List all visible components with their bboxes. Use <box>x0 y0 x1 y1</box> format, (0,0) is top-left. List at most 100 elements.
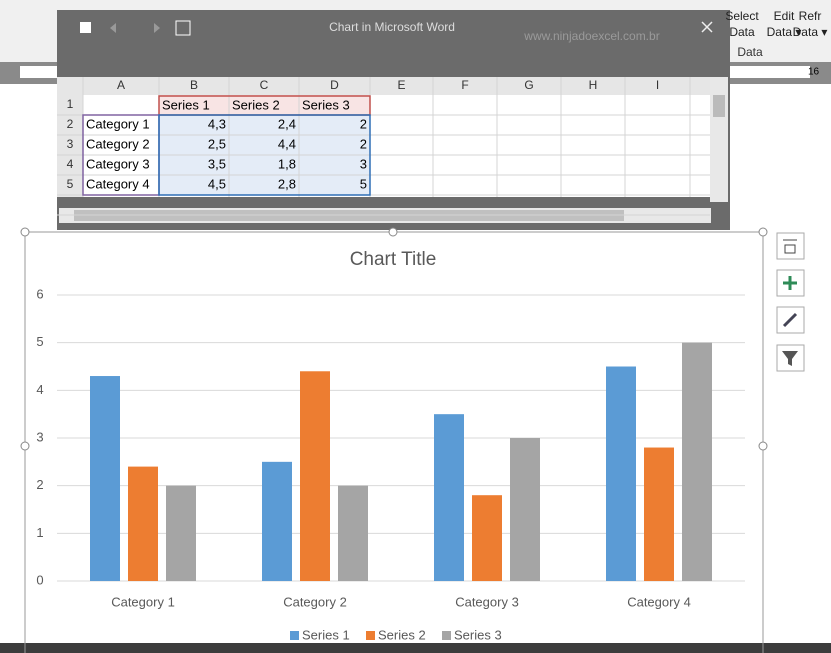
y-tick-label: 0 <box>36 572 43 587</box>
legend-label: Series 1 <box>302 627 350 642</box>
close-icon[interactable] <box>701 21 713 33</box>
sheet-cell: 3,5 <box>208 156 226 171</box>
sheet-cell: 4,3 <box>208 116 226 131</box>
undo-icon[interactable] <box>110 23 116 33</box>
sheet-cell: 2,5 <box>208 136 226 151</box>
legend-swatch <box>290 631 299 640</box>
sheet-cell: Series 2 <box>232 97 280 112</box>
ribbon-button-label[interactable]: Edit <box>774 9 795 23</box>
chart-side-buttons <box>776 232 805 372</box>
column-header: G <box>524 78 533 92</box>
y-tick-label: 2 <box>36 477 43 492</box>
sheet-cell: 5 <box>360 176 367 191</box>
legend-swatch <box>442 631 451 640</box>
ribbon-buttons: Select Data Edit Data ▾ Refr Data ▾ <box>725 9 827 39</box>
sheet-cell: Category 2 <box>86 136 150 151</box>
bar <box>166 485 196 581</box>
sheet-cell: Series 1 <box>162 97 210 112</box>
column-header: C <box>260 78 269 92</box>
column-header: E <box>397 78 405 92</box>
brush-icon <box>782 312 798 328</box>
bar <box>434 414 464 581</box>
column-header: A <box>117 78 125 92</box>
y-tick-label: 6 <box>36 286 43 301</box>
plus-icon <box>783 276 797 290</box>
bar <box>472 495 502 581</box>
x-tick-label: Category 3 <box>455 594 519 609</box>
y-tick-label: 4 <box>36 382 43 397</box>
sheet-cell: Category 3 <box>86 156 150 171</box>
legend-label: Series 2 <box>378 627 426 642</box>
row-header: 1 <box>67 97 74 111</box>
layout-icon <box>783 239 797 254</box>
bar <box>510 438 540 581</box>
ribbon-group-label: Data <box>737 45 763 59</box>
sheet-cell: Series 3 <box>302 97 350 112</box>
bar <box>682 342 712 581</box>
row-header: 5 <box>67 177 74 191</box>
window-title: Chart in Microsoft Word <box>329 20 455 34</box>
save-icon[interactable] <box>80 22 91 33</box>
legend-label: Series 3 <box>454 627 502 642</box>
ribbon-button-label[interactable]: Refr <box>799 9 822 23</box>
bar <box>644 447 674 581</box>
y-tick-label: 5 <box>36 334 43 349</box>
ribbon-button-label[interactable]: Data ▾ <box>767 25 802 39</box>
handle[interactable] <box>388 227 398 237</box>
y-tick-label: 1 <box>36 525 43 540</box>
sheet-cell: Category 1 <box>86 116 150 131</box>
sheet-cell: 1,8 <box>278 156 296 171</box>
bar <box>338 485 368 581</box>
sheet-cell: 2,8 <box>278 176 296 191</box>
layout-options-button[interactable] <box>776 232 805 260</box>
y-tick-label: 3 <box>36 429 43 444</box>
x-tick-label: Category 1 <box>111 594 175 609</box>
scroll-thumb[interactable] <box>713 95 725 117</box>
ribbon-button-label[interactable]: Data ▾ <box>793 25 828 39</box>
sheet-cell: 3 <box>360 156 367 171</box>
sheet-cell: 4,4 <box>278 136 296 151</box>
sheet-cell: 4,5 <box>208 176 226 191</box>
bar <box>300 371 330 581</box>
watermark: www.ninjadoexcel.com.br <box>523 29 659 43</box>
column-header: D <box>330 78 339 92</box>
chart-title: Chart Title <box>350 249 437 270</box>
sheet-cell: 2 <box>360 116 367 131</box>
handle[interactable] <box>20 441 30 451</box>
sheet-cell: Category 4 <box>86 176 150 191</box>
range-border <box>158 114 371 196</box>
plot: 0 1 2 3 4 5 6 Category 1 Category 2 Category 3 Cat… <box>36 286 745 642</box>
row-header-bar <box>57 95 83 197</box>
x-tick-label: Category 4 <box>627 594 691 609</box>
column-header: H <box>589 78 598 92</box>
handle[interactable] <box>758 227 768 237</box>
sheet-toolbar <box>57 48 730 77</box>
column-header: F <box>461 78 468 92</box>
redo-icon[interactable] <box>154 23 160 33</box>
ribbon-button-label[interactable]: Select <box>725 9 759 23</box>
legend-swatch <box>366 631 375 640</box>
header-range <box>159 95 370 115</box>
bar <box>606 366 636 581</box>
column-header-bar <box>57 77 710 95</box>
status-bar <box>0 643 831 653</box>
x-tick-label: Category 2 <box>283 594 347 609</box>
ribbon-button-label[interactable]: Data <box>729 25 755 39</box>
row-header: 3 <box>67 137 74 151</box>
edit-in-excel-icon[interactable] <box>175 20 191 36</box>
sheet-cell: 2 <box>360 136 367 151</box>
chart-handles <box>20 227 768 451</box>
column-header: B <box>190 78 198 92</box>
bar <box>90 376 120 581</box>
handle[interactable] <box>758 441 768 451</box>
bar <box>262 461 292 581</box>
bar <box>128 466 158 581</box>
row-header: 2 <box>67 117 74 131</box>
column-header: I <box>656 78 659 92</box>
row-header: 4 <box>67 157 74 171</box>
filter-icon <box>782 351 798 366</box>
handle[interactable] <box>20 227 30 237</box>
sheet-cells: A B C D E F G H I 1 2 3 4 5 Series 1 Series 2 Series 3 Ca… <box>57 77 710 216</box>
